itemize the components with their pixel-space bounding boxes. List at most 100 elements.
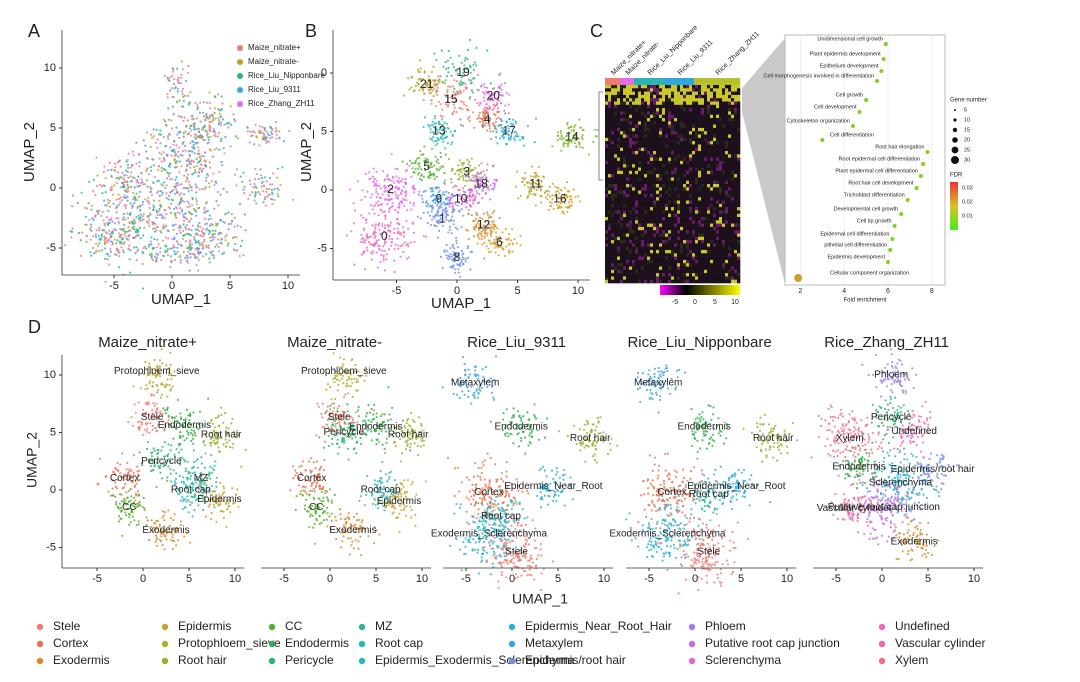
point	[568, 201, 570, 203]
heat-cell	[731, 125, 734, 129]
point	[405, 183, 407, 185]
heat-cell	[689, 131, 692, 135]
point	[121, 172, 123, 174]
heat-cell	[629, 98, 632, 102]
heat-cell	[629, 154, 632, 158]
point	[499, 85, 501, 87]
point	[369, 177, 371, 179]
point	[86, 241, 88, 243]
heat-cell	[650, 88, 653, 92]
point	[474, 167, 476, 169]
point	[133, 196, 135, 198]
point	[111, 189, 113, 191]
heat-cell	[620, 201, 623, 205]
point	[423, 145, 425, 147]
heat-cell	[719, 141, 722, 145]
x-axis-label: UMAP_1	[431, 295, 491, 312]
point	[383, 259, 385, 261]
heat-cell	[719, 121, 722, 125]
heat-cell	[656, 181, 659, 185]
point	[379, 261, 381, 263]
point	[413, 191, 415, 193]
point	[205, 253, 207, 255]
heat-cell	[677, 105, 680, 109]
point	[181, 60, 183, 62]
heat-cell	[665, 121, 668, 125]
heat-cell	[653, 131, 656, 135]
heat-cell	[614, 92, 617, 96]
point	[417, 84, 419, 86]
heat-cell	[644, 184, 647, 188]
heat-cell	[719, 125, 722, 129]
point	[101, 249, 103, 251]
heat-cell	[668, 125, 671, 129]
heat-cell	[731, 151, 734, 155]
heat-cell	[704, 125, 707, 129]
heat-cell	[689, 141, 692, 145]
point	[178, 230, 180, 232]
heat-cell	[668, 177, 671, 181]
heat-cell	[734, 105, 737, 109]
point	[573, 126, 575, 128]
point	[516, 170, 518, 172]
heat-cell	[737, 154, 740, 158]
point	[153, 128, 155, 130]
heat-cell	[617, 194, 620, 198]
heat-cell	[725, 138, 728, 142]
heat-cell	[716, 161, 719, 165]
point	[488, 108, 490, 110]
heat-cell	[668, 214, 671, 218]
point	[186, 168, 188, 170]
heat-cell	[728, 177, 731, 181]
point	[402, 178, 404, 180]
point	[141, 178, 143, 180]
heat-cell	[695, 201, 698, 205]
point	[154, 176, 156, 178]
point	[105, 177, 107, 179]
point	[496, 131, 498, 133]
heat-cell	[638, 174, 641, 178]
heat-cell	[614, 135, 617, 139]
heat-cell	[662, 161, 665, 165]
heat-cell	[704, 95, 707, 99]
heat-cell	[605, 184, 608, 188]
point	[383, 191, 385, 193]
heat-cell	[692, 88, 695, 92]
heat-cell	[638, 217, 641, 221]
point	[186, 224, 188, 226]
point	[167, 135, 169, 137]
heat-cell	[617, 187, 620, 191]
point	[453, 79, 455, 81]
heat-cell	[713, 161, 716, 165]
point	[373, 213, 375, 215]
point	[184, 234, 186, 236]
heat-cell	[623, 184, 626, 188]
point	[103, 165, 105, 167]
point	[130, 249, 132, 251]
point	[557, 207, 559, 209]
point	[394, 271, 396, 273]
point	[196, 158, 198, 160]
heat-cell	[635, 98, 638, 102]
heat-cell	[662, 135, 665, 139]
heat-cell	[686, 135, 689, 139]
point	[111, 241, 113, 243]
heat-cell	[623, 154, 626, 158]
heat-cell	[725, 131, 728, 135]
heat-cell	[605, 181, 608, 185]
point	[577, 195, 579, 197]
heat-cell	[683, 144, 686, 148]
panel-label: C	[590, 21, 603, 41]
point	[135, 142, 137, 144]
heat-cell	[620, 138, 623, 142]
heat-cell	[662, 171, 665, 175]
point	[452, 186, 454, 188]
point	[400, 201, 402, 203]
heat-cell	[701, 95, 704, 99]
point	[244, 213, 246, 215]
heat-cell	[617, 210, 620, 214]
heat-cell	[698, 105, 701, 109]
heat-cell	[635, 95, 638, 99]
heat-cell	[710, 210, 713, 214]
point	[561, 206, 563, 208]
